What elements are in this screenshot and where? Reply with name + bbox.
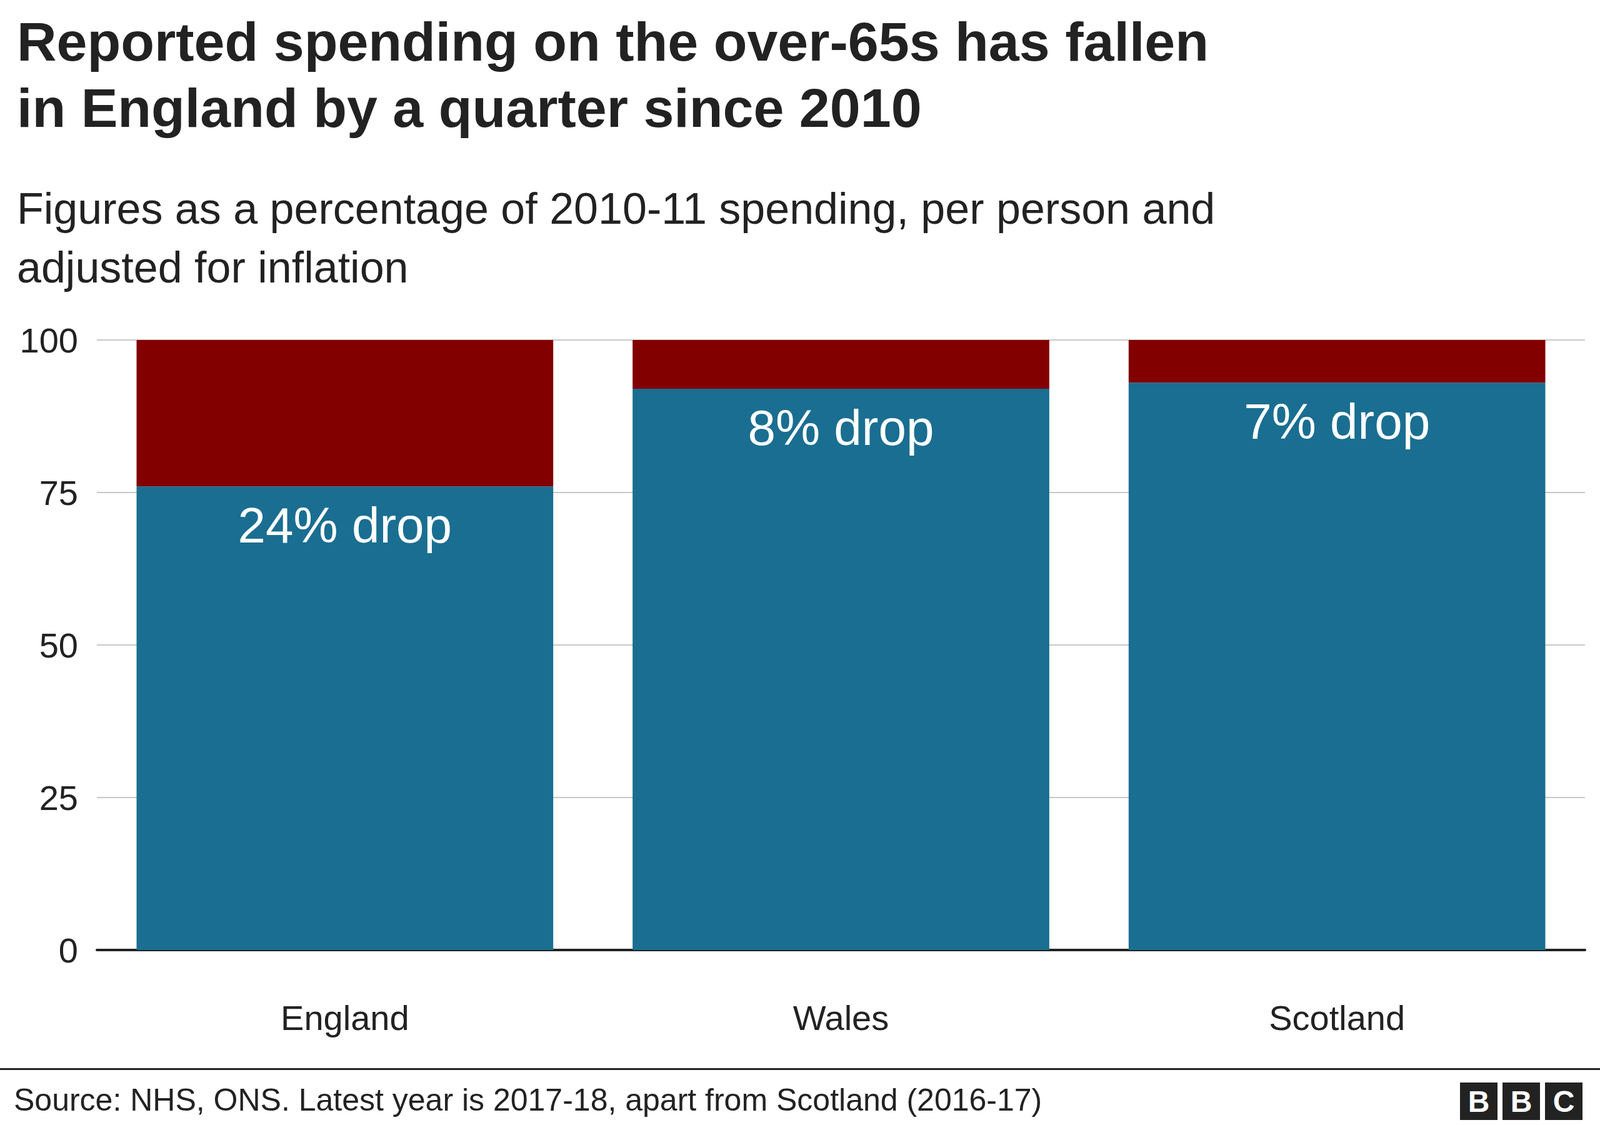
svg-text:7% drop: 7% drop: [1243, 393, 1430, 450]
svg-text:in England by a quarter since: in England by a quarter since 2010: [16, 76, 922, 139]
svg-text:100: 100: [20, 320, 79, 360]
svg-text:24% drop: 24% drop: [238, 497, 452, 554]
svg-text:8% drop: 8% drop: [748, 400, 935, 456]
svg-text:50: 50: [39, 625, 79, 665]
svg-text:C: C: [1553, 1085, 1575, 1119]
svg-text:England: England: [280, 998, 410, 1038]
svg-text:Figures as a percentage of 201: Figures as a percentage of 2010-11 spend…: [16, 184, 1215, 234]
svg-text:Scotland: Scotland: [1268, 998, 1405, 1038]
svg-text:adjusted for inflation: adjusted for inflation: [16, 243, 409, 292]
svg-text:Wales: Wales: [793, 998, 890, 1038]
svg-text:Reported spending on the over-: Reported spending on the over-65s has fa…: [16, 10, 1209, 73]
svg-text:75: 75: [39, 473, 79, 513]
svg-text:B: B: [1510, 1085, 1533, 1119]
svg-text:0: 0: [58, 930, 79, 970]
svg-text:Source: NHS, ONS. Latest year: Source: NHS, ONS. Latest year is 2017-18…: [13, 1082, 1042, 1118]
svg-text:B: B: [1468, 1085, 1490, 1119]
svg-text:25: 25: [39, 778, 79, 818]
